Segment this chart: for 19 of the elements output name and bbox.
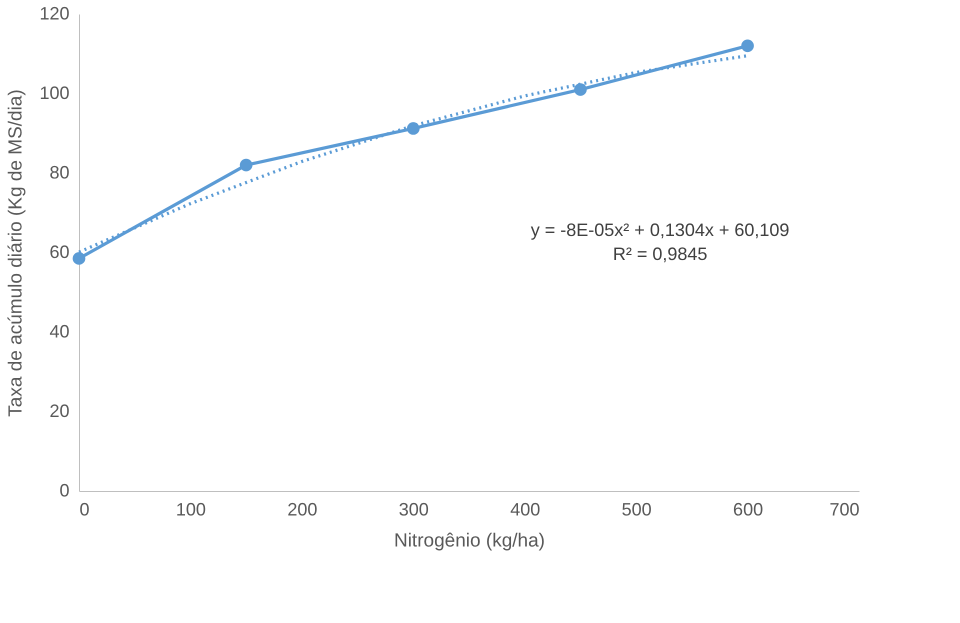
annotation: y = -8E-05x² + 0,1304x + 60,109 (530, 220, 790, 240)
x-tick-label: 0 (80, 500, 90, 520)
x-tick-label: 500 (622, 500, 652, 520)
y-axis-title: Taxa de acúmulo diário (Kg de MS/dia) (5, 89, 26, 417)
annotation: R² = 0,9845 (612, 244, 708, 264)
y-tick-label: 60 (49, 242, 70, 262)
x-tick-label: 300 (398, 500, 429, 520)
y-tick-label: 40 (49, 322, 70, 342)
x-tick-label: 100 (176, 500, 206, 520)
y-tick-label: 20 (49, 401, 70, 421)
x-tick-label: 400 (510, 500, 540, 520)
y-tick-label: 0 (59, 480, 70, 500)
x-tick-label: 700 (829, 500, 860, 520)
x-tick-label: 200 (287, 500, 318, 520)
x-tick-label: 600 (733, 500, 764, 520)
y-tick-label: 100 (39, 83, 70, 103)
y-tick-label: 80 (49, 162, 70, 182)
y-tick-label: 120 (39, 4, 70, 24)
x-axis-title: Nitrogênio (kg/ha) (394, 530, 546, 552)
